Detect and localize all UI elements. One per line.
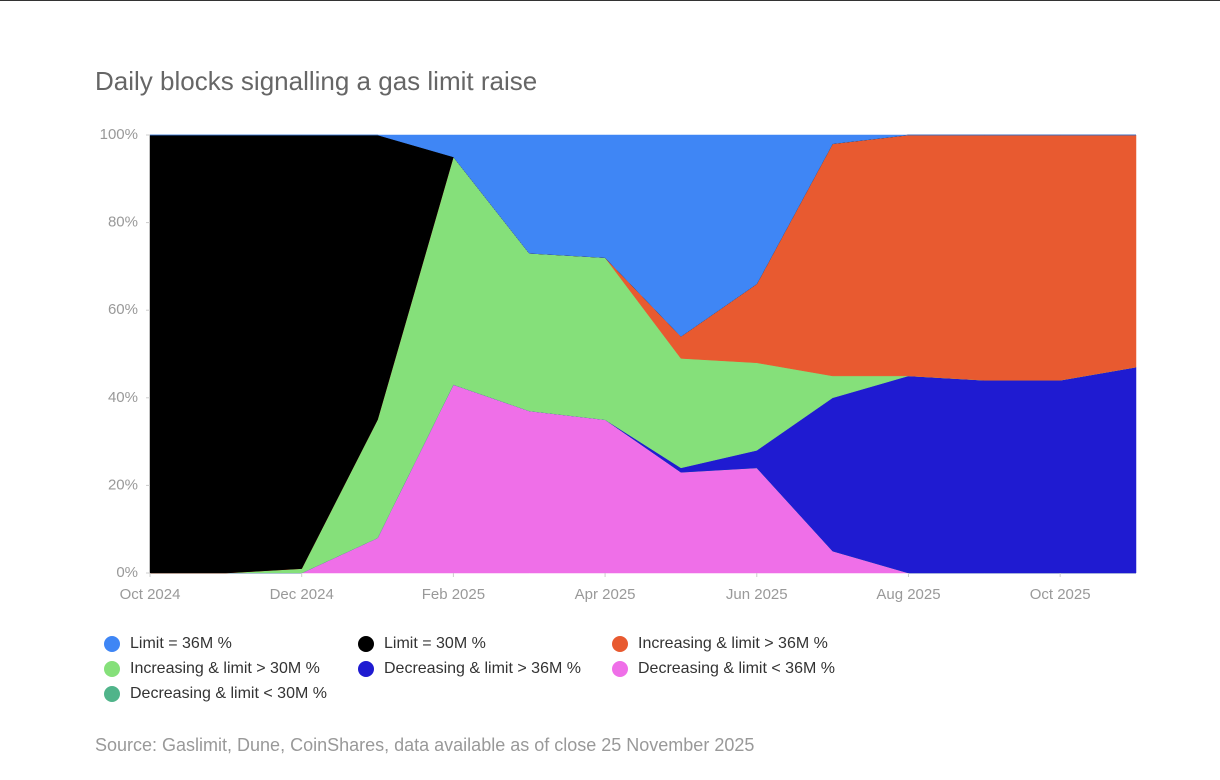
area (150, 134, 1136, 337)
legend-swatch (358, 636, 374, 652)
y-tick-label: 40% (108, 389, 138, 406)
x-tick-label: Apr 2025 (575, 586, 636, 603)
legend-label: Limit = 30M % (384, 635, 486, 652)
legend-swatch (104, 636, 120, 652)
legend-label: Decreasing & limit < 36M % (638, 660, 835, 677)
y-tick-label: 20% (108, 476, 138, 493)
y-tick-label: 60% (108, 301, 138, 318)
legend-label: Limit = 36M % (130, 635, 232, 652)
legend-label: Increasing & limit > 36M % (638, 635, 828, 652)
legend-label: Decreasing & limit < 30M % (130, 685, 327, 702)
chart-title: Daily blocks signalling a gas limit rais… (95, 66, 537, 96)
x-tick-label: Oct 2024 (120, 586, 181, 603)
legend-swatch (612, 661, 628, 677)
x-tick-label: Dec 2024 (270, 586, 334, 603)
x-tick-label: Feb 2025 (422, 586, 485, 603)
legend-swatch (612, 636, 628, 652)
x-tick-label: Oct 2025 (1030, 586, 1091, 603)
legend-label: Increasing & limit > 30M % (130, 660, 320, 677)
legend-label: Decreasing & limit > 36M % (384, 660, 581, 677)
legend-swatch (104, 661, 120, 677)
source-note: Source: Gaslimit, Dune, CoinShares, data… (95, 735, 754, 755)
x-tick-label: Aug 2025 (876, 586, 940, 603)
legend-swatch (358, 661, 374, 677)
y-tick-label: 80% (108, 214, 138, 231)
y-tick-label: 0% (116, 564, 138, 581)
y-tick-label: 100% (100, 126, 138, 143)
legend-swatch (104, 686, 120, 702)
x-tick-label: Jun 2025 (726, 586, 788, 603)
